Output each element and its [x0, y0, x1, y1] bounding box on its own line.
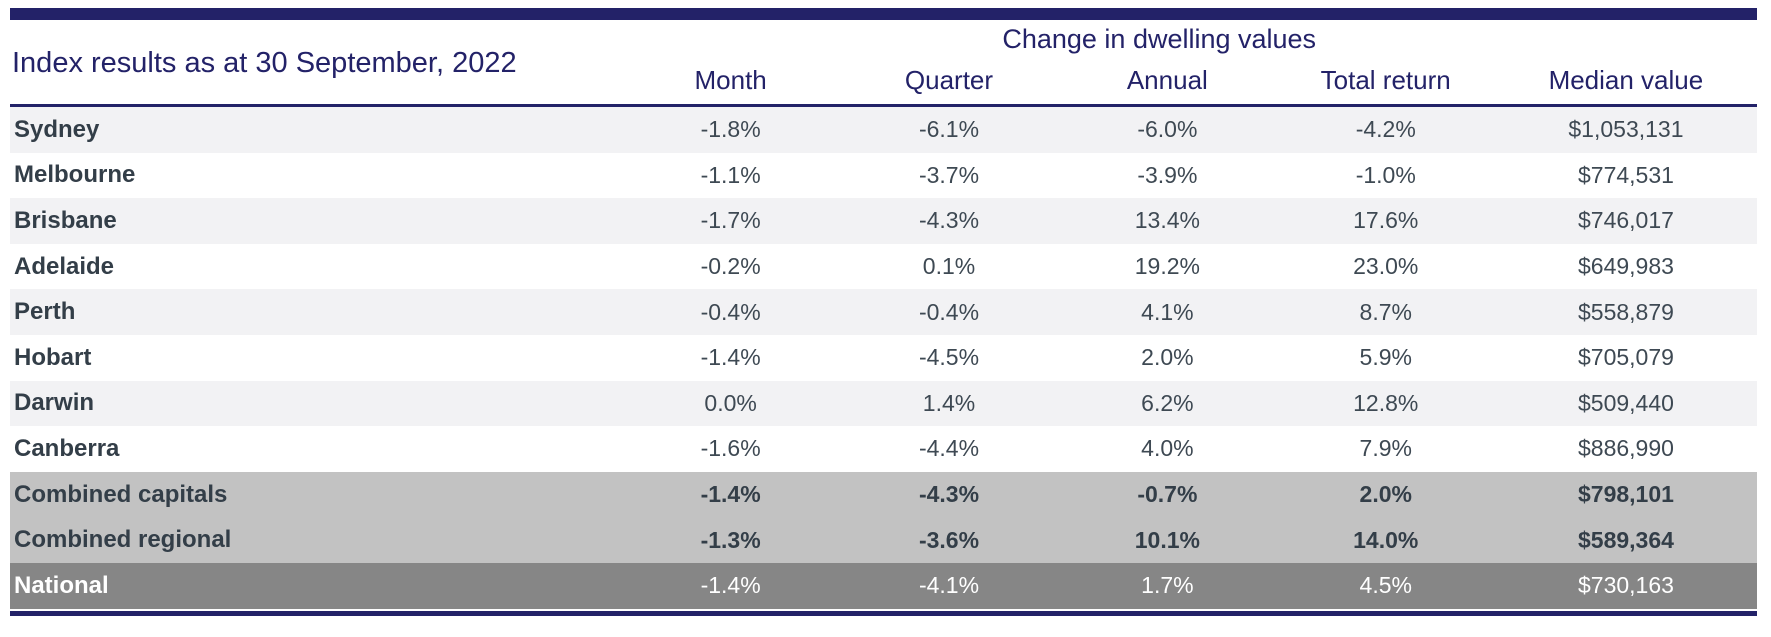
cell-median-value: $1,053,131 [1568, 116, 1684, 143]
table-row: Melbourne -1.1% -3.7% -3.9% -1.0% $774,531 [10, 152, 1757, 199]
cell-total-return: 7.9% [1359, 435, 1412, 462]
cell-total-return: -4.2% [1355, 116, 1416, 143]
cell-month: -0.2% [700, 253, 761, 280]
cell-median-value: $774,531 [1577, 161, 1674, 188]
cell-quarter: -3.7% [918, 161, 980, 188]
cell-annual: -6.0% [1137, 116, 1198, 143]
cell-month: 0.0% [704, 389, 757, 416]
column-header-annual: Annual [1126, 65, 1208, 95]
cell-annual: 19.2% [1134, 253, 1200, 280]
cell-median-value: $746,017 [1577, 207, 1674, 234]
cell-month: -1.8% [700, 116, 761, 143]
cell-annual: 13.4% [1134, 207, 1200, 234]
bottom-rule [10, 610, 1757, 616]
cell-quarter: -4.5% [918, 344, 980, 371]
table-row: Combined regional -1.3% -3.6% 10.1% 14.0% $58… [10, 517, 1757, 563]
table-row: Sydney -1.8% -6.1% -6.0% -4.2% $1,053,131 [10, 107, 1757, 153]
table-row: Hobart -1.4% -4.5% 2.0% 5.9% $705,079 [10, 334, 1757, 381]
row-label: National [14, 571, 109, 599]
cell-month: -1.4% [700, 481, 761, 508]
row-label: Canberra [14, 434, 120, 462]
cell-total-return: 12.8% [1353, 389, 1419, 416]
cell-annual: 4.0% [1141, 435, 1194, 462]
cell-quarter: 0.1% [922, 253, 976, 280]
cell-month: -0.4% [700, 298, 761, 325]
cell-total-return: -1.0% [1355, 161, 1416, 188]
row-label: Perth [14, 298, 76, 326]
cell-month: -1.4% [700, 344, 761, 371]
cell-median-value: $509,440 [1577, 389, 1674, 416]
cell-annual: -0.7% [1137, 481, 1198, 508]
columns-header-region: Change in dwelling values Month Quarter An… [621, 20, 1757, 104]
row-label: Melbourne [14, 161, 136, 189]
top-accent-bar [10, 8, 1757, 20]
cell-month: -1.4% [700, 572, 761, 599]
cell-month: -1.6% [700, 435, 761, 462]
cell-quarter: -6.1% [918, 116, 980, 143]
cell-annual: 1.7% [1141, 572, 1194, 599]
cell-month: -1.3% [700, 526, 761, 553]
cell-annual: 4.1% [1141, 298, 1194, 325]
cell-total-return: 2.0% [1359, 481, 1412, 508]
row-label: Combined regional [14, 526, 232, 554]
cell-median-value: $730,163 [1577, 572, 1674, 599]
table-header: Index results as at 30 September, 2022 C… [10, 20, 1757, 104]
column-header-median-value: Median value [1548, 65, 1704, 95]
row-label: Hobart [14, 343, 92, 371]
row-label: Darwin [14, 389, 95, 417]
cell-total-return: 5.9% [1359, 344, 1412, 371]
cell-total-return: 17.6% [1353, 207, 1419, 234]
table-row: National -1.4% -4.1% 1.7% 4.5% $730,163 [10, 562, 1757, 609]
cell-annual: 10.1% [1134, 526, 1200, 553]
cell-quarter: -4.1% [918, 572, 980, 599]
table-row: Darwin 0.0% 1.4% 6.2% 12.8% $509,440 [10, 380, 1757, 427]
page-title: Index results as at 30 September, 2022 [12, 47, 517, 79]
cell-quarter: -3.6% [918, 526, 980, 553]
cell-quarter: -0.4% [918, 298, 980, 325]
column-header-quarter: Quarter [904, 65, 994, 95]
cell-median-value: $558,879 [1577, 298, 1674, 325]
row-label: Sydney [14, 115, 100, 143]
cell-annual: 2.0% [1141, 344, 1194, 371]
cell-quarter: -4.3% [918, 207, 980, 234]
cell-annual: -3.9% [1137, 161, 1198, 188]
title-cell: Index results as at 30 September, 2022 [10, 20, 621, 104]
table-row: Adelaide -0.2% 0.1% 19.2% 23.0% $649,983 [10, 243, 1757, 290]
table-row: Perth -0.4% -0.4% 4.1% 8.7% $558,879 [10, 289, 1757, 335]
row-label: Adelaide [14, 252, 115, 280]
table-body: Sydney -1.8% -6.1% -6.0% -4.2% $1,053,131 Melb… [10, 107, 1757, 609]
cell-month: -1.7% [700, 207, 761, 234]
group-header: Change in dwelling values [1002, 24, 1317, 54]
cell-total-return: 14.0% [1353, 526, 1419, 553]
cell-median-value: $649,983 [1577, 253, 1674, 280]
cell-median-value: $798,101 [1577, 481, 1674, 508]
row-label: Brisbane [14, 206, 117, 234]
column-header-month: Month [694, 65, 767, 95]
cell-total-return: 4.5% [1359, 572, 1412, 599]
cell-median-value: $705,079 [1577, 344, 1674, 371]
header-divider-rule [10, 104, 1757, 107]
cell-total-return: 23.0% [1353, 253, 1419, 280]
column-header-total-return: Total return [1320, 65, 1451, 95]
cell-quarter: -4.4% [918, 435, 980, 462]
table-row: Brisbane -1.7% -4.3% 13.4% 17.6% $746,017 [10, 198, 1757, 244]
cell-quarter: 1.4% [922, 389, 976, 416]
table-row: Combined capitals -1.4% -4.3% -0.7% 2.0% $798… [10, 471, 1757, 518]
cell-median-value: $589,364 [1577, 526, 1674, 553]
column-headers-row: Month Quarter Annual Total return Median val… [621, 65, 1757, 104]
row-label: Combined capitals [14, 480, 228, 508]
cell-annual: 6.2% [1141, 389, 1194, 416]
table-row: Canberra -1.6% -4.4% 4.0% 7.9% $886,990 [10, 426, 1757, 472]
cell-median-value: $886,990 [1577, 435, 1674, 462]
cell-quarter: -4.3% [918, 481, 980, 508]
cell-total-return: 8.7% [1359, 298, 1412, 325]
cell-month: -1.1% [700, 161, 761, 188]
